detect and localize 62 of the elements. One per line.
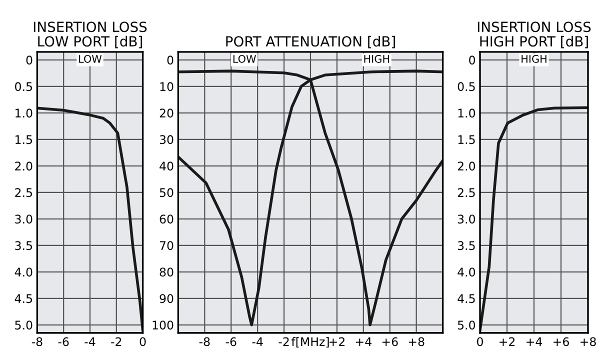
x-tick-label: +6 — [382, 337, 398, 346]
y-tick-label: 20 — [160, 108, 174, 118]
y-tick-label: 0 — [167, 56, 174, 65]
annotation: LOW — [233, 54, 256, 63]
line-series — [37, 106, 143, 332]
y-tick-label: 30 — [160, 135, 174, 144]
y-tick-label: 1.5 — [16, 135, 32, 144]
x-tick-label: -8 — [199, 337, 210, 346]
y-tick-label: 4.0 — [458, 268, 476, 277]
x-tick-label: +8 — [408, 337, 424, 346]
x-tick-label: +8 — [580, 337, 596, 346]
y-tick-label: 2.0 — [15, 162, 32, 171]
y-tick-label: 1.5 — [458, 135, 475, 144]
y-tick-label: 0 — [26, 56, 32, 65]
x-tick-label: -2 — [278, 337, 289, 346]
y-tick-label: 4.5 — [14, 294, 32, 304]
chart-title: INSERTION LOSS HIGH PORT [dB] — [478, 22, 591, 48]
y-tick-label: 1.0 — [16, 108, 32, 118]
x-tick-label: -6 — [226, 337, 236, 346]
y-tick-label: 3.5 — [458, 241, 475, 250]
x-tick-label: +2 — [500, 337, 515, 346]
y-tick-label: 4.5 — [458, 294, 475, 304]
x-tick-label: -2 — [111, 337, 122, 346]
y-tick-label: 3.0 — [15, 214, 32, 224]
y-tick-label: 2.5 — [15, 188, 32, 198]
annotation: HIGH — [522, 54, 546, 63]
x-tick-label: +4 — [526, 337, 542, 346]
y-tick-label: 1.0 — [458, 108, 476, 118]
line-series — [178, 70, 443, 326]
annotation: LOW — [79, 54, 102, 63]
annotation: HIGH — [364, 54, 390, 63]
line-series — [480, 106, 588, 332]
x-tick-label: +6 — [554, 337, 569, 346]
y-tick-label: 3.5 — [15, 241, 32, 250]
y-tick-label: 50 — [160, 188, 174, 198]
y-tick-label: 0 — [469, 56, 476, 65]
y-tick-label: 5.0 — [458, 320, 476, 330]
y-tick-label: 4.0 — [14, 268, 32, 277]
chart-title: INSERTION LOSS LOW PORT [dB] — [34, 22, 147, 48]
x-tick-label: -6 — [58, 337, 69, 346]
y-tick-label: 40 — [160, 162, 174, 171]
y-tick-label: 10 — [160, 82, 174, 92]
x-tick-label: -8 — [32, 337, 42, 346]
y-tick-label: 0.5 — [15, 82, 32, 92]
y-tick-label: 5.0 — [15, 320, 32, 330]
y-tick-label: 100 — [152, 320, 174, 330]
y-tick-label: 70 — [160, 241, 174, 250]
x-tick-label: +4 — [356, 337, 372, 346]
y-tick-label: 60 — [160, 214, 174, 224]
x-tick-label: 0 — [140, 337, 146, 346]
chart-title: PORT ATTENUATION [dB] — [226, 36, 395, 48]
x-tick-label: -4 — [84, 337, 96, 346]
y-tick-label: 80 — [160, 268, 174, 277]
y-tick-label: 2.5 — [458, 188, 475, 198]
x-tick-label: +2 — [330, 337, 344, 346]
y-tick-label: 3.0 — [458, 214, 476, 224]
x-tick-label: f[MHz] — [291, 337, 329, 348]
y-tick-label: 0.5 — [458, 82, 475, 92]
x-tick-label: 0 — [477, 337, 483, 346]
y-tick-label: 90 — [160, 294, 174, 304]
y-tick-label: 2.0 — [458, 162, 476, 171]
x-tick-label: -4 — [252, 337, 263, 346]
